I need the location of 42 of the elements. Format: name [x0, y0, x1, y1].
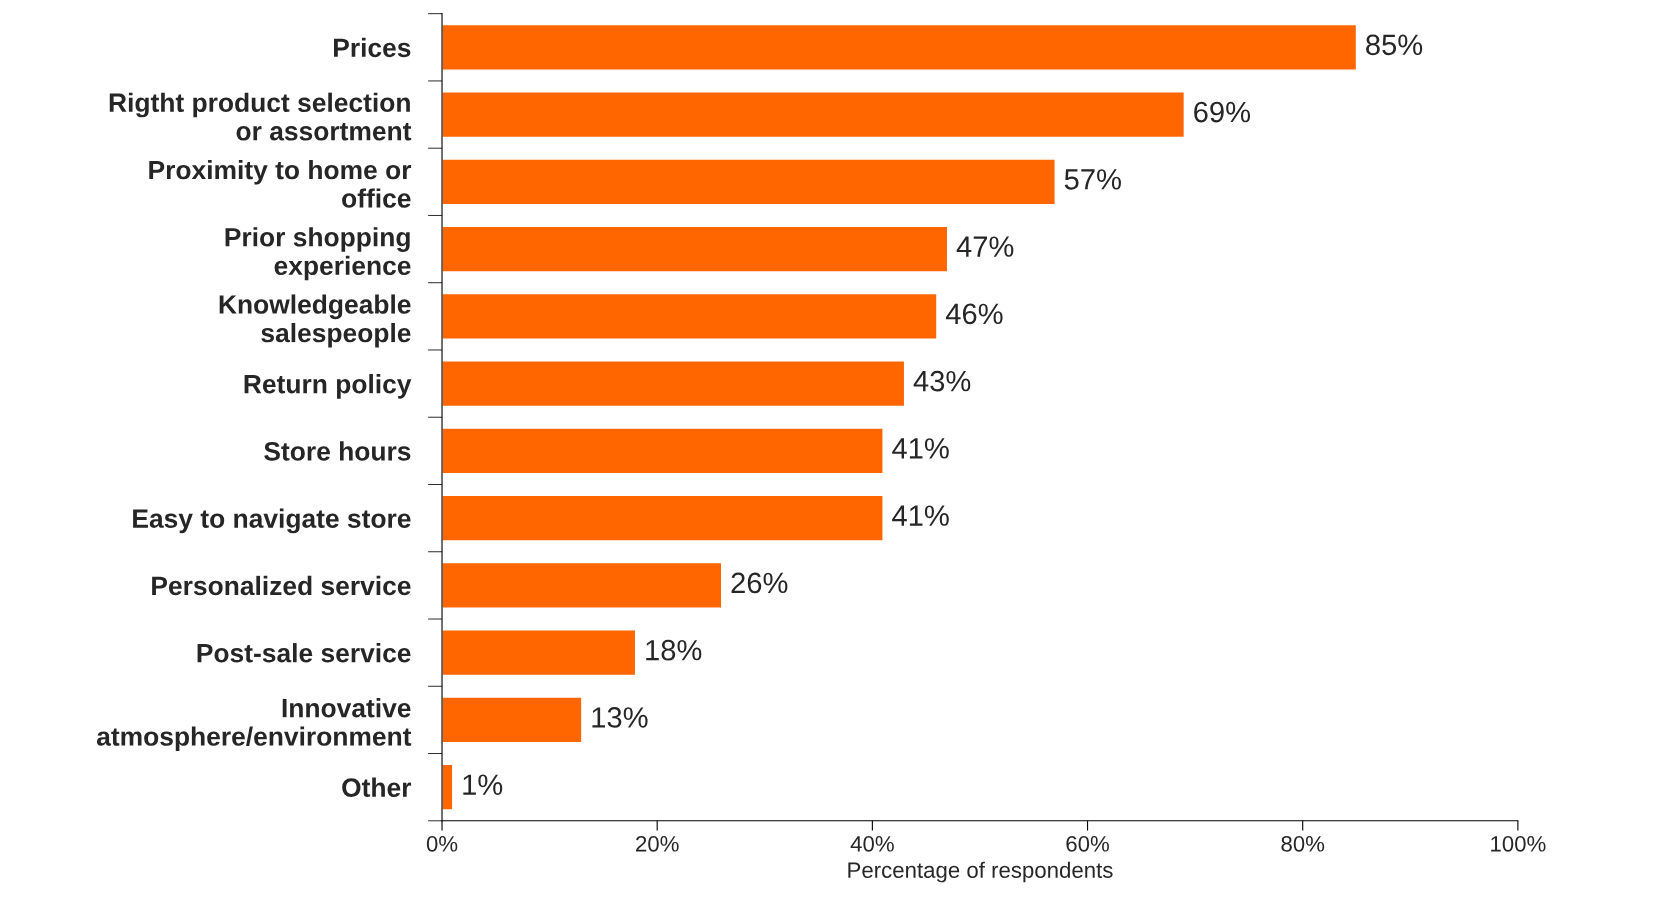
- y-tick-label: Post-sale service: [197, 643, 411, 663]
- y-tick-label: Innovative atmosphere/environment: [96, 698, 412, 752]
- x-axis-title: Percentage of respondents: [848, 861, 1113, 883]
- data-label: 85%: [1366, 34, 1423, 56]
- y-tick-label: Prior shopping experience: [225, 227, 411, 281]
- data-label: 46%: [945, 303, 1003, 325]
- x-tick-label: 100%: [1491, 835, 1546, 852]
- y-tick-label: Rigtht product selection or assortment: [109, 92, 412, 141]
- bar: [442, 23, 1358, 71]
- bar: [442, 561, 723, 609]
- data-label: 57%: [1064, 169, 1121, 190]
- bar: [442, 360, 906, 408]
- y-tick-label: Return policy: [244, 374, 412, 399]
- y-tick-label: Proximity to home or office: [149, 159, 412, 208]
- data-label: 47%: [956, 236, 1014, 257]
- data-label: 26%: [731, 572, 788, 594]
- data-label: 41%: [892, 438, 949, 459]
- y-tick-label: Store hours: [264, 441, 411, 461]
- bar: [442, 427, 884, 475]
- y-tick-label: Personalized service: [152, 575, 411, 596]
- data-label: 1%: [463, 774, 503, 795]
- bar: [442, 225, 949, 273]
- data-label: 43%: [913, 370, 971, 392]
- x-tick-label: 0%: [426, 835, 458, 852]
- bar: [442, 292, 938, 340]
- x-tick-label: 20%: [636, 835, 679, 852]
- bar: [442, 629, 637, 677]
- y-tick-label: Easy to navigate store: [133, 508, 411, 534]
- data-label: 41%: [892, 505, 949, 526]
- bar: [442, 494, 884, 542]
- y-tick-label: Knowledgeable salespeople: [219, 294, 411, 348]
- bar: [442, 696, 583, 744]
- y-tick-label: Other: [342, 777, 412, 797]
- x-tick-label: 80%: [1281, 835, 1325, 852]
- bar: [442, 91, 1186, 139]
- y-tick-label: Prices: [334, 37, 411, 58]
- data-label: 69%: [1194, 101, 1251, 123]
- data-label: 18%: [646, 639, 702, 661]
- data-label: 13%: [592, 707, 648, 728]
- bar: [442, 158, 1056, 206]
- x-tick-label: 60%: [1066, 835, 1109, 852]
- x-tick-label: 40%: [850, 835, 894, 852]
